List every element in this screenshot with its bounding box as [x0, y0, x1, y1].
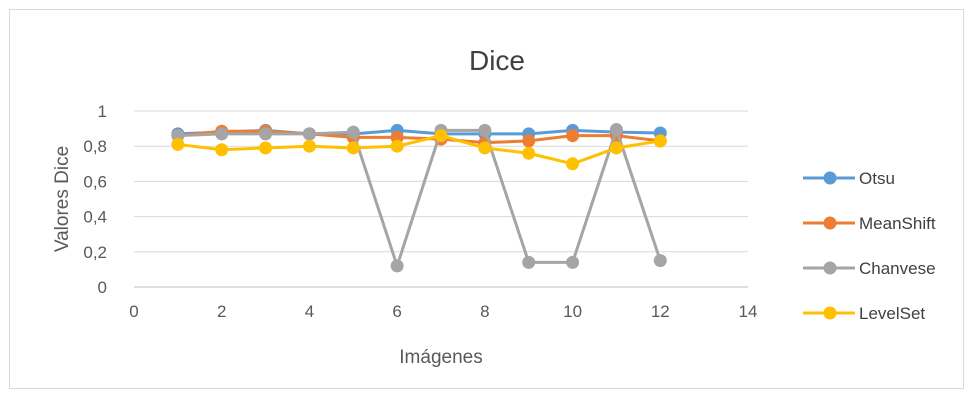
x-tick-label: 10: [563, 302, 582, 321]
series-chanvese: [171, 122, 667, 273]
data-point: [653, 134, 667, 148]
legend: Otsu MeanShift Chanvese LevelSet: [803, 169, 936, 323]
data-point: [609, 141, 623, 155]
chart-frame: [9, 9, 964, 389]
y-tick-label: 0,6: [83, 172, 107, 191]
legend-marker: [823, 261, 837, 275]
series-layer: [171, 122, 667, 273]
series-meanshift: [171, 124, 667, 150]
y-tick-label: 0: [98, 278, 107, 297]
x-tick-label: 8: [480, 302, 489, 321]
legend-label: LevelSet: [859, 304, 925, 323]
data-point: [522, 255, 536, 269]
legend-label: Chanvese: [859, 259, 936, 278]
x-tick-label: 14: [739, 302, 758, 321]
data-point: [171, 137, 185, 151]
data-point: [302, 127, 316, 141]
chart-title: Dice: [469, 45, 525, 76]
x-tick-label: 0: [129, 302, 138, 321]
data-point: [215, 127, 229, 141]
series-line: [177, 127, 662, 268]
y-tick-label: 0,4: [83, 208, 107, 227]
y-tick-label: 1: [98, 102, 107, 121]
data-point: [390, 259, 404, 273]
x-axis-title: Imágenes: [399, 347, 482, 368]
legend-label: Otsu: [859, 169, 895, 188]
legend-marker: [823, 306, 837, 320]
data-point: [390, 139, 404, 153]
x-tick-label: 6: [392, 302, 401, 321]
x-tick-label: 4: [305, 302, 314, 321]
data-point: [259, 127, 273, 141]
y-axis-title: Valores Dice: [52, 146, 73, 252]
series-line: [177, 134, 661, 166]
data-point: [215, 143, 229, 157]
data-point: [566, 129, 580, 143]
series-levelset: [171, 129, 667, 171]
data-point: [478, 141, 492, 155]
data-point: [609, 122, 623, 136]
series-line: [177, 129, 661, 145]
x-tick-label: 2: [217, 302, 226, 321]
data-point: [566, 157, 580, 171]
legend-label: MeanShift: [859, 214, 936, 233]
grid: [134, 110, 748, 288]
y-tick-label: 0,2: [83, 243, 107, 262]
data-point: [434, 129, 448, 143]
legend-item-otsu: Otsu: [803, 169, 895, 188]
legend-item-chanvese: Chanvese: [803, 259, 936, 278]
y-tick-label: 0,8: [83, 137, 107, 156]
data-point: [653, 254, 667, 268]
data-point: [522, 134, 536, 148]
data-point: [346, 141, 360, 155]
data-point: [522, 146, 536, 160]
x-tick-label: 12: [651, 302, 670, 321]
legend-item-meanshift: MeanShift: [803, 214, 936, 233]
data-point: [566, 255, 580, 269]
data-point: [302, 139, 316, 153]
legend-item-levelset: LevelSet: [803, 304, 925, 323]
tick-labels: 00,20,40,60,810 2 4 6 8 10 12 14: [83, 102, 757, 321]
data-point: [346, 125, 360, 139]
data-point: [259, 141, 273, 155]
data-point: [478, 123, 492, 137]
legend-marker: [823, 216, 837, 230]
legend-marker: [823, 171, 837, 185]
